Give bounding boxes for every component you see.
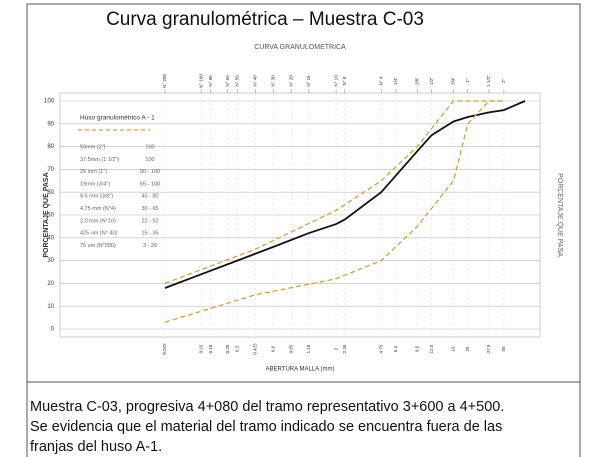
x2-tick-label: N° 30 (271, 75, 276, 87)
x2-tick-label: N° 200 (162, 74, 167, 88)
x-tick-label: 0.15 (198, 344, 203, 353)
legend-range: 100 (145, 157, 154, 163)
chart-subtitle: CURVA GRANULOMETRICA (254, 44, 346, 51)
x-tick-label: 19 (451, 346, 456, 352)
x-tick-label: 2.36 (342, 344, 347, 353)
x-tick-label: 25 (465, 346, 470, 352)
y-tick-label: 90 (47, 121, 54, 127)
series-line (164, 100, 504, 323)
x2-tick-label: N° 20 (289, 75, 294, 87)
y-tick-label: 100 (44, 99, 55, 105)
legend-sieve: 75 um (N°200) (80, 243, 116, 249)
x2-tick-label: 1" (465, 79, 470, 84)
x-tick-label: 0.3 (234, 345, 239, 352)
y-tick-label: 20 (47, 281, 54, 287)
x-tick-label: 0.85 (289, 344, 294, 353)
legend-sieve: 2.0 mm (N°10) (80, 218, 116, 224)
x2-tick-label: N° 4 (378, 76, 383, 85)
x2-tick-label: 2" (501, 79, 506, 84)
legend-range: 45 - 80 (141, 194, 158, 200)
legend-range: 90 - 100 (140, 169, 160, 175)
x2-tick-label: N° 8 (342, 76, 347, 85)
y-tick-label: 0 (51, 327, 55, 333)
x2-tick-label: N° 80 (208, 75, 213, 87)
x2-tick-label: N° 50 (234, 75, 239, 87)
x2-tick-label: 1/4" (393, 77, 398, 85)
y-axis-label: PORCENTAJE QUE PASA (43, 172, 50, 257)
x2-tick-label: N° 16 (306, 75, 311, 87)
legend-range: 15 - 35 (141, 231, 158, 237)
x2-tick-label: 3/4" (451, 77, 456, 85)
caption-line: Se evidencia que el material del tramo i… (30, 419, 502, 435)
legend-range: 65 - 100 (140, 181, 160, 187)
legend-sieve: 50mm (2") (80, 144, 106, 150)
x-tick-label: 6.3 (393, 345, 398, 352)
legend-title: Huso granulométrico A - 1 (80, 115, 155, 122)
x-tick-label: 12.5 (429, 344, 434, 353)
x-tick-label: 0.18 (208, 344, 213, 353)
x-tick-label: 9.5 (415, 345, 420, 352)
x-tick-label: 0.6 (271, 345, 276, 352)
x2-tick-label: 3/8" (415, 77, 420, 85)
x-tick-label: 0.075 (162, 343, 167, 355)
y-tick-label: 80 (47, 144, 54, 150)
x-tick-label: 1.18 (306, 344, 311, 353)
x2-tick-label: N° 40 (253, 75, 258, 87)
caption-line: franjas del huso A-1. (30, 439, 162, 455)
y-tick-label: 40 (47, 235, 54, 241)
series-line (164, 100, 526, 289)
y2-axis-label: PORCENTAJE QUE PASA (556, 173, 563, 257)
y-tick-label: 10 (47, 304, 54, 310)
x2-tick-label: 1 1/2" (486, 75, 491, 87)
x2-tick-label: 1/2" (429, 77, 434, 85)
x2-tick-label: N° 10 (333, 75, 338, 87)
legend-range: 3 - 20 (143, 243, 157, 249)
legend-sieve: 25 mm (1") (80, 169, 107, 175)
x-tick-label: 0.25 (225, 344, 230, 353)
x-tick-label: 0.425 (253, 343, 258, 355)
legend-sieve: 19mm (3/4") (80, 181, 110, 187)
caption-line: Muestra C-03, progresiva 4+080 del tramo… (30, 399, 504, 415)
legend-sieve: 425 um (N° 40) (80, 231, 118, 237)
x-axis-label: ABERTURA MALLA (mm) (266, 367, 335, 373)
legend-range: 100 (145, 144, 154, 150)
legend-sieve: 37.5mm (1 1/2") (80, 157, 119, 163)
series-line (164, 100, 504, 285)
y-tick-label: 50 (47, 213, 54, 219)
x2-tick-label: N° 60 (225, 75, 230, 87)
chart-title: Curva granulométrica – Muestra C-03 (106, 9, 424, 30)
x-tick-label: 37.5 (486, 344, 491, 353)
chart-frame (26, 3, 581, 383)
legend-sieve: 9.5 mm (3/8") (80, 194, 113, 200)
x2-tick-label: N° 100 (198, 74, 203, 88)
x-tick-label: 4.75 (378, 344, 383, 353)
legend-range: 22 - 52 (141, 218, 158, 224)
x-tick-label: 50 (501, 346, 506, 352)
legend-range: 30 - 65 (141, 206, 158, 212)
x-tick-label: 2 (333, 347, 338, 350)
y-tick-label: 30 (47, 258, 54, 264)
legend-sieve: 4.75 mm (N°4) (80, 206, 116, 212)
y-tick-label: 70 (47, 167, 54, 173)
y-tick-label: 60 (47, 190, 54, 196)
